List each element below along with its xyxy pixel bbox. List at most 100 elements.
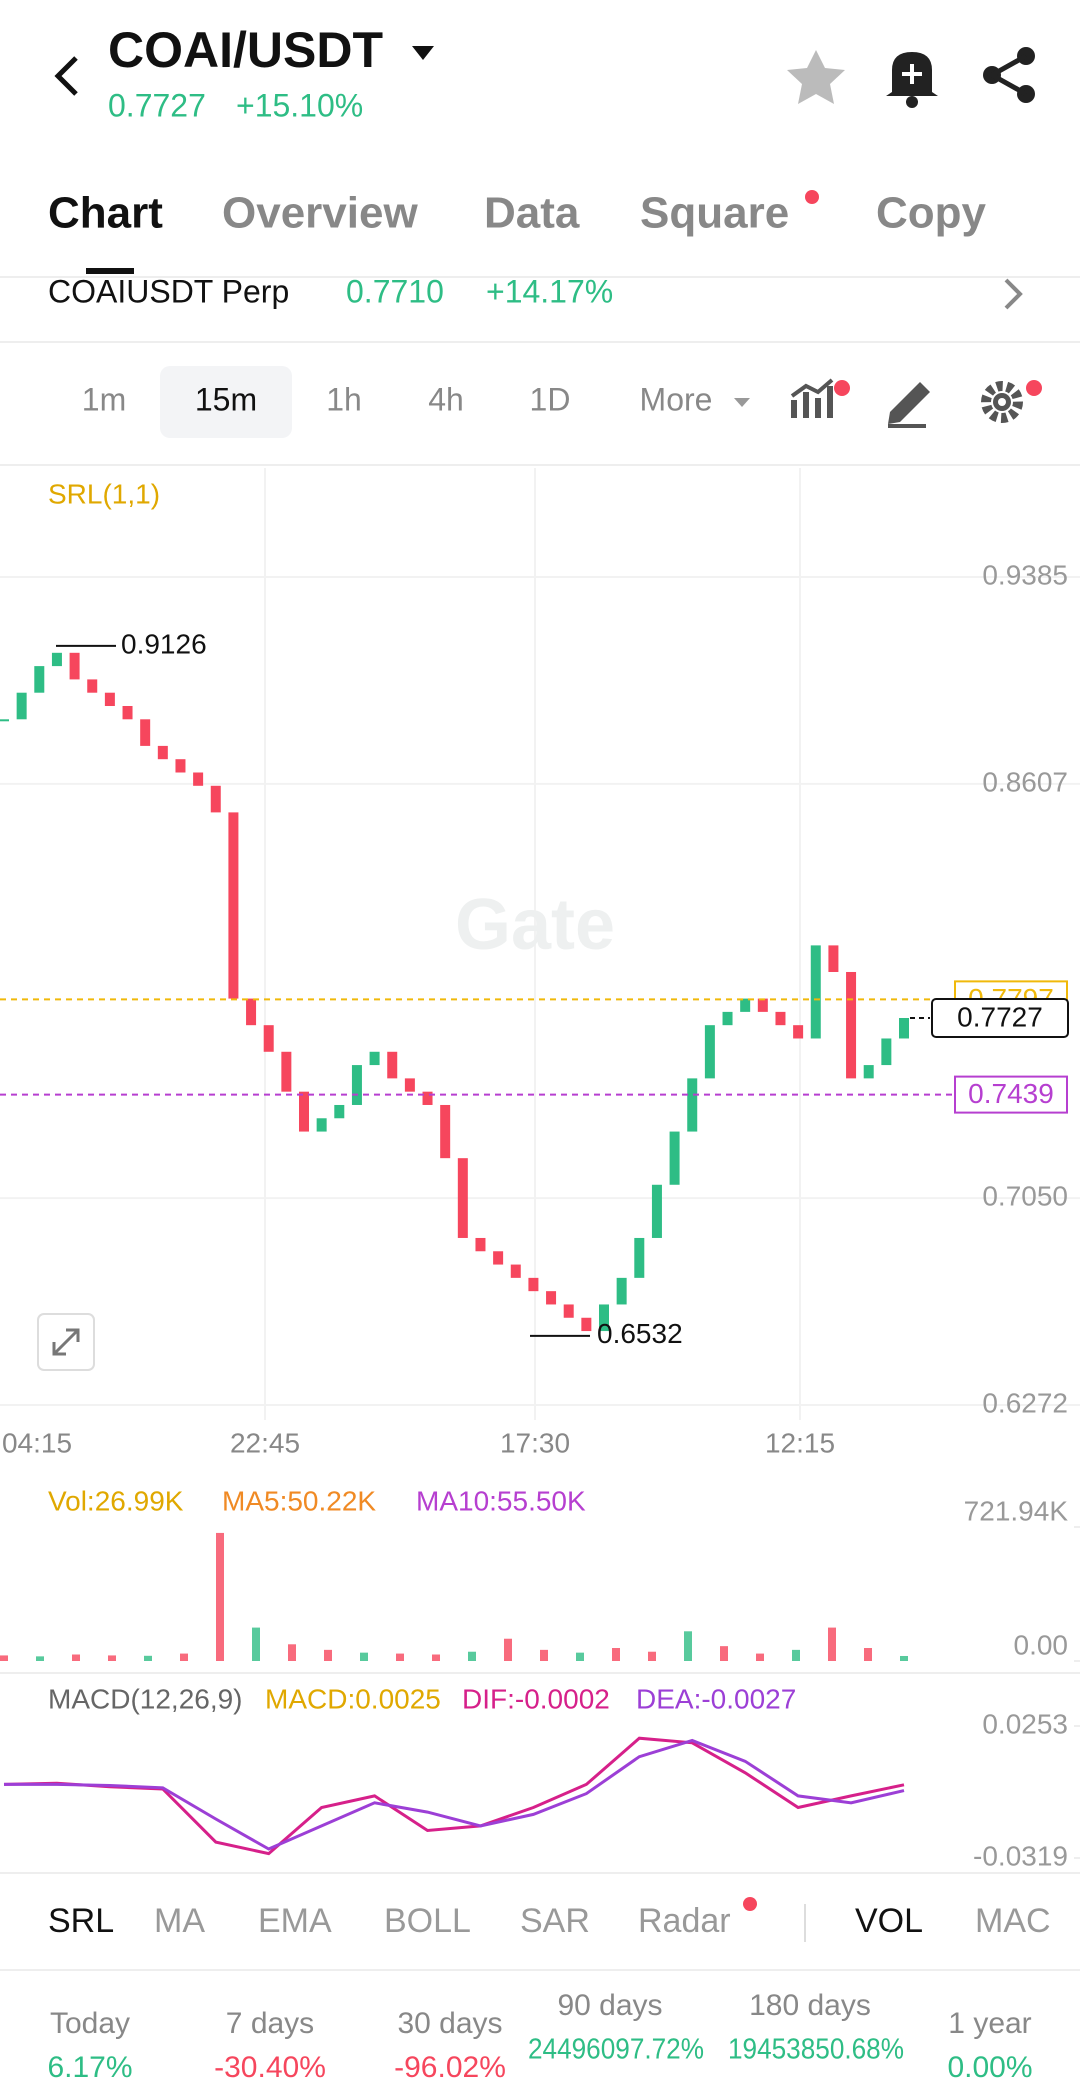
- candle: [457, 1158, 468, 1238]
- candle: [263, 1025, 274, 1052]
- high-marker-label: 0.9126: [121, 628, 207, 659]
- last-price-label: 0.7727: [957, 1001, 1043, 1032]
- dea-value: DEA:-0.0027: [636, 1683, 796, 1714]
- symbol-dropdown[interactable]: [412, 46, 434, 60]
- tab-indicator: [86, 268, 134, 274]
- indicator-badge: [743, 1897, 757, 1911]
- watermark: Gate: [455, 885, 615, 965]
- candle: [757, 998, 768, 1012]
- indicator-label: SRL(1,1): [48, 478, 160, 509]
- candle: [440, 1104, 451, 1159]
- volume-label: Vol:26.99K: [48, 1485, 184, 1516]
- volume-bar: [828, 1627, 836, 1661]
- settings-icon[interactable]: [981, 380, 1042, 423]
- interval[interactable]: 1m: [82, 381, 126, 417]
- candle: [175, 759, 186, 773]
- candle: [899, 1017, 909, 1039]
- candle: [351, 1065, 362, 1105]
- volume-bar: [36, 1656, 44, 1661]
- favorite-icon[interactable]: [787, 50, 845, 104]
- tab[interactable]: Chart: [48, 189, 163, 238]
- indicator-tab[interactable]: EMA: [258, 1902, 332, 1940]
- macd-label: MACD(12,26,9): [48, 1683, 243, 1714]
- perp-name: COAIUSDT Perp: [48, 273, 289, 309]
- candle: [581, 1317, 592, 1332]
- candle: [863, 1065, 874, 1079]
- candle: [775, 1011, 786, 1026]
- y-tick-label: 0.7050: [982, 1180, 1068, 1211]
- y-tick-label: 0.0253: [982, 1708, 1068, 1739]
- srl-label: 0.7439: [968, 1078, 1054, 1109]
- candle: [846, 971, 857, 1079]
- interval[interactable]: 1D: [530, 381, 571, 417]
- stat-value: 19453850.68%: [728, 2034, 904, 2066]
- interval[interactable]: More: [640, 381, 713, 417]
- interval[interactable]: 15m: [195, 381, 257, 417]
- volume-bar: [108, 1655, 116, 1661]
- volume-bar: [144, 1655, 152, 1661]
- expand-button[interactable]: [37, 1313, 95, 1371]
- candle: [69, 652, 80, 680]
- x-tick-label: 17:30: [500, 1427, 570, 1458]
- candle: [228, 812, 239, 999]
- back-button[interactable]: [54, 56, 78, 96]
- volume-bar: [360, 1652, 368, 1661]
- macd-line: [4, 1738, 905, 1851]
- stat-period: 90 days: [557, 1989, 662, 2022]
- last-price-box: [931, 997, 1069, 1038]
- candle: [0, 719, 9, 722]
- volume-bar: [396, 1653, 404, 1661]
- indicator-icon[interactable]: [790, 378, 850, 418]
- perp-arrow[interactable]: [1004, 278, 1023, 310]
- volume-bar: [432, 1654, 440, 1661]
- interval[interactable]: 1h: [326, 381, 362, 417]
- tab[interactable]: Overview: [222, 189, 418, 238]
- candle: [828, 945, 839, 972]
- indicator-tab[interactable]: SAR: [520, 1902, 590, 1940]
- candle: [422, 1091, 433, 1105]
- volume-bar: [72, 1654, 80, 1661]
- price-change: +15.10%: [236, 87, 363, 123]
- alert-icon[interactable]: [886, 52, 938, 108]
- indicator-tab[interactable]: MA: [154, 1902, 205, 1940]
- volume-bar: [540, 1649, 548, 1661]
- candle: [387, 1051, 398, 1079]
- share-icon[interactable]: [983, 47, 1035, 103]
- indicator-tab[interactable]: MAC: [975, 1902, 1051, 1940]
- tab[interactable]: Data: [484, 189, 580, 238]
- perp-price: 0.7710: [346, 273, 444, 309]
- stat-period: 7 days: [226, 2007, 314, 2040]
- more-dropdown[interactable]: [734, 398, 750, 407]
- volume-bar: [468, 1651, 476, 1661]
- interval[interactable]: 4h: [428, 381, 464, 417]
- low-marker-label: 0.6532: [597, 1318, 683, 1349]
- candle: [299, 1091, 309, 1132]
- interval-selected-bg: [160, 366, 292, 438]
- volume-bar: [864, 1648, 872, 1661]
- x-tick-label: 12:15: [765, 1427, 835, 1458]
- volume-bar: [324, 1649, 332, 1661]
- draw-icon[interactable]: [888, 382, 930, 428]
- tab[interactable]: Square: [640, 189, 789, 238]
- volume-bar: [216, 1532, 224, 1661]
- volume-bar: [792, 1649, 800, 1661]
- candle: [16, 692, 27, 720]
- candle: [193, 772, 204, 786]
- volume-bar: [180, 1653, 188, 1661]
- candle: [281, 1051, 292, 1092]
- volume-bar: [900, 1655, 908, 1661]
- stat-value: -96.02%: [394, 2051, 506, 2084]
- ma5-label: MA5:50.22K: [222, 1485, 376, 1516]
- indicator-tab[interactable]: VOL: [855, 1902, 923, 1940]
- indicator-tab[interactable]: SRL: [48, 1902, 114, 1940]
- y-tick-label: 0.6272: [982, 1387, 1068, 1418]
- candle: [546, 1291, 557, 1305]
- indicator-tab[interactable]: Radar: [638, 1902, 731, 1940]
- candle: [157, 745, 168, 760]
- tab[interactable]: Copy: [876, 189, 987, 238]
- indicator-tab[interactable]: BOLL: [384, 1902, 471, 1940]
- candle: [722, 1011, 733, 1026]
